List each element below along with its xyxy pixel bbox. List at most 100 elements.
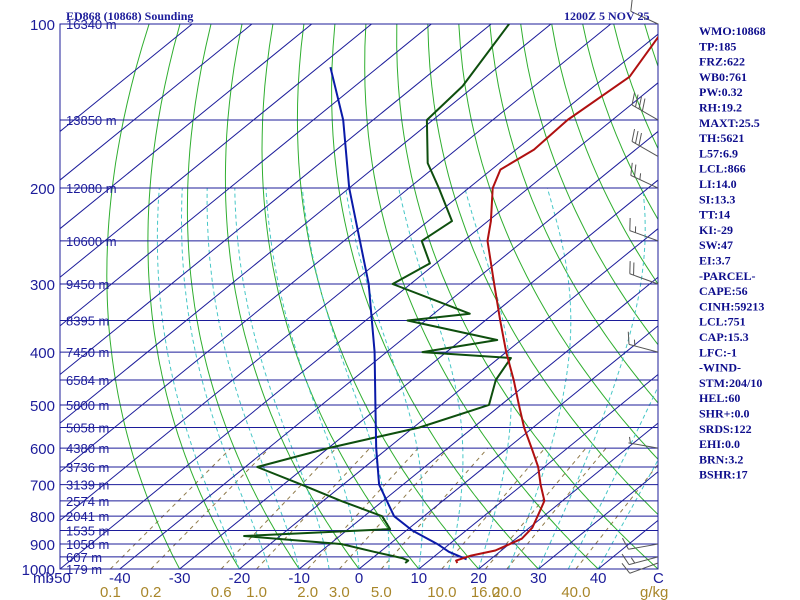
- wind-barb-staff: [628, 556, 659, 566]
- dry-adiabat: [489, 24, 658, 404]
- index-value: -PARCEL-: [699, 269, 755, 283]
- mixing-ratio-tick-label: 0.6: [211, 584, 232, 600]
- dry-adiabat: [147, 24, 240, 569]
- wind-barb-flag: [630, 557, 636, 564]
- index-value: TT:14: [699, 208, 730, 222]
- pressure-label: 700: [30, 478, 55, 495]
- mixing-ratio-line: [441, 447, 546, 569]
- height-label: 8395 m: [66, 314, 109, 329]
- dry-adiabat: [364, 24, 599, 569]
- dry-adiabat: [520, 24, 658, 346]
- height-label: 607 m: [66, 550, 102, 565]
- height-label: 4380 m: [66, 441, 109, 456]
- height-label: 16340 m: [66, 17, 117, 32]
- height-label: 10600 m: [66, 234, 117, 249]
- index-value: EHI:0.0: [699, 437, 740, 451]
- mixing-ratio-tick-labels: 0.1 0.2 0.6 1.0 2.0 3.0 5.0 10.0 16.020.0 40.0: [100, 584, 591, 600]
- dry-adiabat: [769, 24, 800, 581]
- unit-label: mb: [33, 570, 54, 587]
- index-value: BSHR:17: [699, 468, 748, 482]
- index-value: L57:6.9: [699, 146, 738, 160]
- index-value: STM:204/10: [699, 376, 762, 390]
- wind-barb-flag: [631, 128, 636, 142]
- moist-adiabat: [597, 459, 658, 569]
- dry-adiabat: [396, 24, 658, 569]
- wind-barb-flag: [634, 130, 639, 144]
- isotherm-line: [60, 24, 432, 327]
- index-value: -WIND-: [699, 361, 741, 375]
- dry-adiabat: [186, 24, 300, 569]
- station-title: ED868 (10868) Sounding: [66, 9, 193, 23]
- temperature-tick-label: 0: [355, 570, 363, 587]
- index-value: LCL:866: [699, 162, 746, 176]
- isotherm-line: [60, 24, 193, 133]
- isotherms: [60, 24, 658, 569]
- mixing-ratio-tick-label: 0.1: [100, 584, 121, 600]
- dry-adiabat: [427, 24, 658, 516]
- isotherm-line: [538, 471, 658, 569]
- index-value: WB0:761: [699, 70, 747, 84]
- temperature-tick-label: -10: [288, 570, 310, 587]
- wind-barb-staff: [631, 141, 659, 157]
- index-value: CAPE:56: [699, 284, 748, 298]
- mixing-unit-label: g/kg: [640, 584, 668, 600]
- temperature-tick-label: 20: [470, 570, 487, 587]
- wind-barb: [629, 261, 659, 285]
- parcel-path: [329, 66, 467, 561]
- temperature-tick-label: 30: [530, 570, 547, 587]
- mixing-ratio-line: [220, 447, 337, 569]
- wind-barb-flag: [621, 537, 629, 550]
- dewpoint-profile: [243, 24, 512, 564]
- height-label: 3139 m: [66, 478, 109, 493]
- moist-adiabat: [234, 188, 330, 569]
- wind-barb: [630, 0, 659, 25]
- height-label: 1535 m: [66, 524, 109, 539]
- wind-barb-staff: [629, 562, 659, 574]
- wind-barb-staff: [629, 230, 659, 242]
- index-value: SW:47: [699, 238, 733, 252]
- wind-barb-flag: [638, 96, 642, 110]
- wind-barb-flag: [621, 553, 630, 565]
- mixing-ratio-tick-label: 5.0: [371, 584, 392, 600]
- index-value: RH:19.2: [699, 101, 742, 115]
- isotherm-line: [358, 325, 658, 569]
- isotherm-line: [478, 422, 658, 569]
- pressure-label: 900: [30, 537, 55, 554]
- height-label: 2574 m: [66, 494, 109, 509]
- wind-barb-staff: [631, 104, 659, 121]
- temperature-tick-labels: -50 -40 -30 -20 -10 0 10 20 30 40: [49, 570, 606, 587]
- dry-adiabat: [582, 24, 658, 221]
- wind-barb-staff: [629, 273, 659, 285]
- wind-barb-staff: [630, 10, 659, 25]
- moist-adiabat: [345, 188, 424, 569]
- height-label: 1058 m: [66, 537, 109, 552]
- index-value: TP:185: [699, 39, 736, 53]
- isotherm-line: [298, 276, 658, 569]
- temperature-tick-label: -30: [169, 570, 191, 587]
- pressure-label: 100: [30, 17, 55, 34]
- height-label: 6584 m: [66, 373, 109, 388]
- temperature-profile: [455, 35, 658, 564]
- height-label: 7450 m: [66, 345, 109, 360]
- index-value: LFC:-1: [699, 345, 737, 359]
- sounding-profiles: [243, 24, 658, 564]
- mixing-ratio-tick-label: 2.0: [297, 584, 318, 600]
- isotherm-line: [418, 373, 658, 569]
- pressure-label: 500: [30, 398, 55, 415]
- index-value: SHR+:0.0: [699, 407, 750, 421]
- temperature-tick-label: -50: [49, 570, 71, 587]
- height-label: 13850 m: [66, 113, 117, 128]
- pressure-label: 1000: [22, 562, 55, 579]
- mixing-ratio-tick-label: 1.0: [246, 584, 267, 600]
- index-value: FRZ:622: [699, 55, 745, 69]
- wind-barb-staff: [630, 174, 659, 189]
- index-value: BRN:3.2: [699, 452, 743, 466]
- isotherm-line: [60, 24, 552, 424]
- height-label: 3736 m: [66, 460, 109, 475]
- pressure-label: 300: [30, 277, 55, 294]
- index-value: PW:0.32: [699, 85, 743, 99]
- wind-barb-flag: [630, 0, 633, 12]
- index-value: CAP:15.3: [699, 330, 749, 344]
